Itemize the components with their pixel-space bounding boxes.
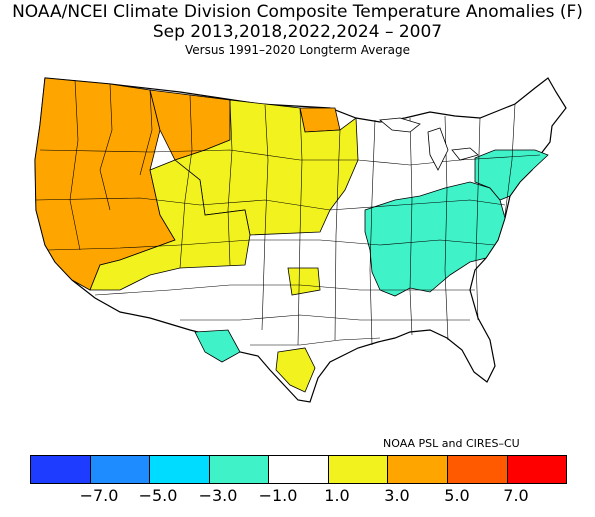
division-lines xyxy=(35,79,541,346)
legend-tick-2: −5.0 xyxy=(138,486,178,505)
region-central-southwest xyxy=(89,159,251,291)
legend-swatch-3 xyxy=(150,456,210,483)
region-mid-atlantic xyxy=(474,149,549,201)
legend-tick-4: −1.0 xyxy=(258,486,298,505)
legend-swatch-4 xyxy=(209,456,270,483)
map-subtitle: Sep 2013,2018,2022,2024 – 2007 xyxy=(152,22,443,42)
region-south-texas xyxy=(275,347,316,393)
legend-swatch-1 xyxy=(31,456,91,483)
legend-tick-8: 7.0 xyxy=(503,486,529,505)
color-legend xyxy=(30,455,567,484)
legend-swatch-8 xyxy=(447,456,508,483)
great-lakes xyxy=(379,117,479,171)
legend-tick-5: 1.0 xyxy=(324,486,350,505)
baseline-note: Versus 1991–2020 Longterm Average xyxy=(184,43,411,57)
region-west-texas xyxy=(194,329,241,363)
region-northern-plains xyxy=(174,99,359,236)
legend-tick-3: −3.0 xyxy=(198,486,238,505)
legend-tick-6: 3.0 xyxy=(384,486,410,505)
legend-swatch-9 xyxy=(507,456,567,483)
region-ohio-tennessee xyxy=(364,181,506,297)
region-oklahoma-pocket xyxy=(287,267,321,296)
legend-swatch-2 xyxy=(90,456,151,483)
map-title: NOAA/NCEI Climate Division Composite Tem… xyxy=(12,2,583,22)
legend-swatch-6 xyxy=(328,456,389,483)
legend-tick-7: 5.0 xyxy=(444,486,470,505)
legend-swatch-7 xyxy=(388,456,448,483)
legend-swatch-5 xyxy=(269,456,329,483)
us-climate-division-map xyxy=(34,77,567,403)
legend-tick-1: −7.0 xyxy=(79,486,119,505)
region-north-dakota-east xyxy=(299,107,341,133)
credit-label: NOAA PSL and CIRES–CU xyxy=(383,437,520,450)
